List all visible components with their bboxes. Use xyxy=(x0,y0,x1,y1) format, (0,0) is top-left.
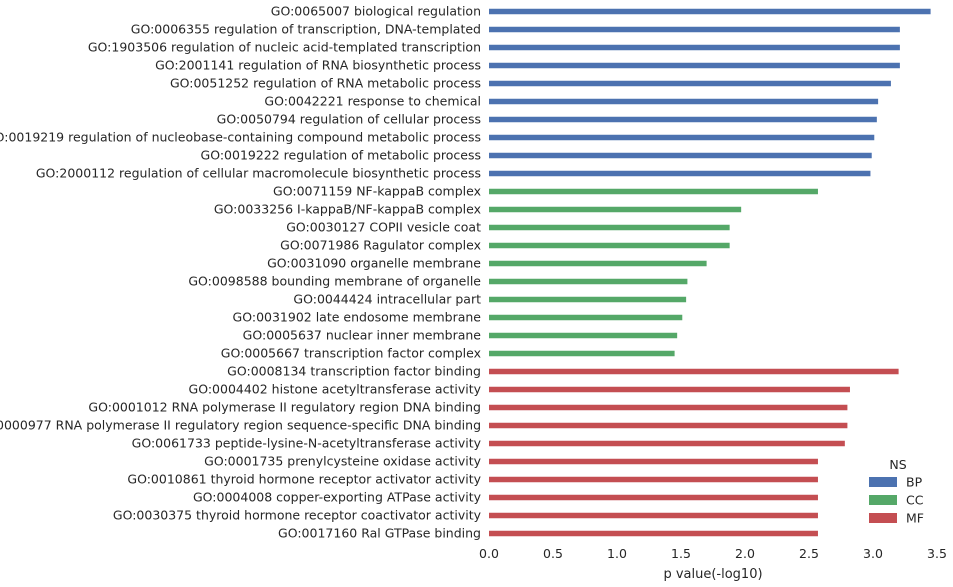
bar-22 xyxy=(489,386,850,393)
bar-15 xyxy=(489,260,707,267)
legend-swatch-cc xyxy=(869,495,897,505)
bar-14 xyxy=(489,242,730,249)
category-label: GO:0031090 organelle membrane xyxy=(267,256,481,271)
bar-17 xyxy=(489,296,687,303)
bar-29 xyxy=(489,512,818,519)
x-axis-title: p value(-log10) xyxy=(663,567,762,582)
bar-23 xyxy=(489,404,848,411)
legend-swatch-bp xyxy=(869,477,897,487)
category-label: GO:0033256 I-kappaB/NF-kappaB complex xyxy=(214,202,481,217)
category-label: GO:0006355 regulation of transcription, … xyxy=(131,22,481,37)
x-tick-label: 0.5 xyxy=(543,546,563,561)
category-label: GO:0001735 prenylcysteine oxidase activi… xyxy=(204,454,481,469)
legend-title: NS xyxy=(889,457,906,472)
category-label: GO:0061733 peptide-lysine-N-acetyltransf… xyxy=(132,436,482,451)
category-label: GO:0019219 regulation of nucleobase-cont… xyxy=(0,130,481,145)
category-label: GO:0044424 intracellular part xyxy=(293,292,481,307)
legend-label-cc: CC xyxy=(906,493,924,508)
legend: NS BP CC MF xyxy=(869,457,924,526)
category-label: GO:0000977 RNA polymerase II regulatory … xyxy=(0,418,481,433)
bar-5 xyxy=(489,80,891,87)
bar-3 xyxy=(489,44,900,51)
x-tick-label: 1.0 xyxy=(607,546,627,561)
category-label: GO:0004402 histone acetyltransferase act… xyxy=(189,382,482,397)
bar-21 xyxy=(489,368,899,375)
category-label: GO:0071986 Ragulator complex xyxy=(280,238,481,253)
category-label: GO:0030375 thyroid hormone receptor coac… xyxy=(113,508,482,523)
legend-label-bp: BP xyxy=(906,475,923,490)
bar-6 xyxy=(489,98,879,105)
category-label: GO:0065007 biological regulation xyxy=(271,4,481,19)
category-label: GO:0098588 bounding membrane of organell… xyxy=(188,274,481,289)
legend-label-mf: MF xyxy=(906,511,924,526)
category-label: GO:0005637 nuclear inner membrane xyxy=(243,328,482,343)
category-label: GO:0042221 response to chemical xyxy=(264,94,481,109)
category-label: GO:0019222 regulation of metabolic proce… xyxy=(201,148,481,163)
legend-items: BP CC MF xyxy=(869,475,924,526)
category-label: GO:0071159 NF-kappaB complex xyxy=(273,184,481,199)
x-tick-label: 1.5 xyxy=(671,546,691,561)
legend-swatch-mf xyxy=(869,513,897,523)
bar-26 xyxy=(489,458,818,465)
bar-7 xyxy=(489,116,877,123)
category-label: GO:2001141 regulation of RNA biosyntheti… xyxy=(155,58,481,73)
bar-16 xyxy=(489,278,688,285)
bar-12 xyxy=(489,206,742,213)
x-tick-label: 0.0 xyxy=(479,546,499,561)
bar-11 xyxy=(489,188,818,195)
bar-19 xyxy=(489,332,678,339)
category-label: GO:2000112 regulation of cellular macrom… xyxy=(36,166,481,181)
bar-24 xyxy=(489,422,848,429)
bar-1 xyxy=(489,8,931,15)
bar-10 xyxy=(489,170,871,177)
category-label: GO:0051252 regulation of RNA metabolic p… xyxy=(170,76,481,91)
category-label: GO:0017160 Ral GTPase binding xyxy=(278,526,481,541)
category-label: GO:0030127 COPII vesicle coat xyxy=(286,220,481,235)
category-label: GO:0004008 copper-exporting ATPase activ… xyxy=(193,490,482,505)
category-label: GO:0050794 regulation of cellular proces… xyxy=(217,112,481,127)
bar-25 xyxy=(489,440,845,447)
category-label: GO:1903506 regulation of nucleic acid-te… xyxy=(88,40,481,55)
category-label: GO:0008134 transcription factor binding xyxy=(227,364,481,379)
bar-2 xyxy=(489,26,900,33)
bar-9 xyxy=(489,152,872,159)
x-tick-label: 3.5 xyxy=(927,546,947,561)
bar-18 xyxy=(489,314,683,321)
bars-group xyxy=(489,8,931,537)
bar-27 xyxy=(489,476,818,483)
bar-28 xyxy=(489,494,818,501)
category-label: GO:0001012 RNA polymerase II regulatory … xyxy=(88,400,481,415)
category-label: GO:0010861 thyroid hormone receptor acti… xyxy=(127,472,481,487)
x-tick-label: 2.0 xyxy=(735,546,755,561)
bar-8 xyxy=(489,134,875,141)
category-label: GO:0031902 late endosome membrane xyxy=(233,310,482,325)
bar-20 xyxy=(489,350,675,357)
x-axis-ticks: 0.0 0.5 1.0 1.5 2.0 2.5 3.0 3.5 xyxy=(479,546,947,561)
category-labels: GO:0065007 biological regulation GO:00063… xyxy=(0,4,482,541)
x-tick-label: 3.0 xyxy=(863,546,883,561)
bar-13 xyxy=(489,224,730,231)
bar-4 xyxy=(489,62,900,69)
bar-30 xyxy=(489,530,818,537)
x-tick-label: 2.5 xyxy=(799,546,819,561)
category-label: GO:0005667 transcription factor complex xyxy=(221,346,481,361)
